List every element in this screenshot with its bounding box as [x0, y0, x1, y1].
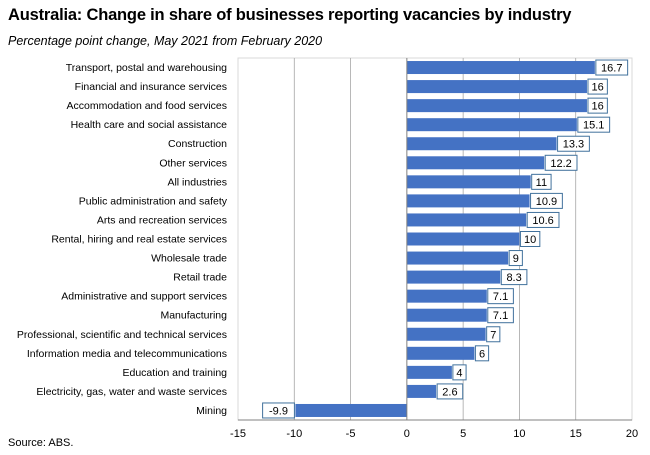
- category-label: Education and training: [123, 367, 228, 379]
- bar: [406, 232, 520, 246]
- bar: [406, 327, 486, 341]
- category-label: Financial and insurance services: [75, 81, 227, 93]
- category-label: Electricity, gas, water and waste servic…: [36, 386, 227, 398]
- x-tick-label: 5: [460, 428, 466, 440]
- bar: [406, 137, 557, 151]
- category-label: Public administration and safety: [79, 195, 228, 207]
- data-label-box: [530, 192, 563, 209]
- data-label: 10.9: [536, 196, 557, 208]
- data-label-box: [474, 345, 490, 362]
- category-label: Arts and recreation services: [97, 214, 227, 226]
- category-label: Retail trade: [173, 272, 227, 284]
- bar: [406, 175, 531, 189]
- data-label: 9: [513, 253, 519, 265]
- bar: [406, 308, 487, 322]
- data-label: 10.6: [532, 215, 553, 227]
- x-tick-label: 10: [513, 428, 525, 440]
- bar: [406, 346, 475, 360]
- category-label: Professional, scientific and technical s…: [17, 329, 227, 341]
- bar: [406, 213, 527, 227]
- bar: [295, 403, 407, 417]
- data-label: 16: [592, 82, 604, 94]
- category-label: Manufacturing: [160, 310, 227, 322]
- bar: [406, 156, 545, 170]
- bar: [406, 61, 595, 75]
- data-label-box: [531, 173, 552, 190]
- data-label-box: [577, 116, 611, 133]
- data-label: 4: [456, 367, 462, 379]
- data-label-box: [587, 97, 608, 114]
- data-label: 2.6: [442, 386, 457, 398]
- data-label-box: [587, 78, 608, 95]
- data-label-box: [262, 402, 295, 419]
- category-label: All industries: [167, 176, 227, 188]
- bar: [406, 99, 587, 113]
- data-label: 7.1: [493, 291, 508, 303]
- data-label-box: [595, 59, 629, 76]
- data-label: 8.3: [506, 272, 521, 284]
- chart-subtitle: Percentage point change, May 2021 from F…: [8, 34, 323, 48]
- data-label-box: [436, 383, 464, 400]
- x-tick-label: 0: [404, 428, 410, 440]
- source-note: Source: ABS.: [8, 437, 74, 449]
- data-label-box: [508, 250, 523, 267]
- bar: [406, 118, 577, 132]
- x-tick-label: -5: [346, 428, 356, 440]
- data-label-box: [452, 364, 467, 381]
- category-label: Administrative and support services: [61, 291, 227, 303]
- bar: [406, 194, 530, 208]
- bar: [406, 289, 487, 303]
- data-label-box: [526, 211, 560, 228]
- data-label: 6: [479, 348, 485, 360]
- data-label-box: [557, 135, 590, 152]
- category-label: Other services: [159, 157, 227, 169]
- bar: [406, 80, 587, 94]
- category-label: Construction: [168, 138, 227, 150]
- x-tick-label: 20: [626, 428, 638, 440]
- data-label: -9.9: [269, 405, 288, 417]
- data-label-box: [519, 231, 541, 247]
- x-tick-label: 15: [570, 428, 582, 440]
- data-label-box: [487, 288, 514, 305]
- x-tick-label: -10: [286, 428, 302, 440]
- data-label-box: [486, 326, 501, 343]
- bar: [406, 270, 501, 284]
- data-label: 15.1: [583, 120, 604, 132]
- bar: [406, 251, 509, 265]
- category-label: Health care and social assistance: [71, 119, 228, 131]
- data-label: 13.3: [563, 139, 584, 151]
- chart-title: Australia: Change in share of businesses…: [8, 6, 572, 24]
- bar: [406, 365, 452, 379]
- data-label: 10: [524, 234, 536, 246]
- category-label: Wholesale trade: [151, 253, 227, 265]
- data-label: 16: [592, 101, 604, 113]
- category-label: Rental, hiring and real estate services: [51, 234, 227, 246]
- data-label: 7.1: [493, 310, 508, 322]
- bar: [406, 384, 437, 398]
- data-label-box: [544, 154, 578, 171]
- category-label: Information media and telecommunications: [27, 348, 227, 360]
- x-tick-label: -15: [230, 428, 246, 440]
- data-label: 12.2: [550, 158, 571, 170]
- category-label: Mining: [196, 405, 227, 417]
- data-label: 11: [536, 177, 547, 189]
- data-label-box: [487, 307, 514, 324]
- category-label: Transport, postal and warehousing: [66, 62, 227, 74]
- data-label-box: [500, 269, 528, 286]
- data-label: 7: [490, 329, 496, 341]
- category-label: Accommodation and food services: [67, 100, 228, 112]
- data-label: 16.7: [601, 63, 622, 75]
